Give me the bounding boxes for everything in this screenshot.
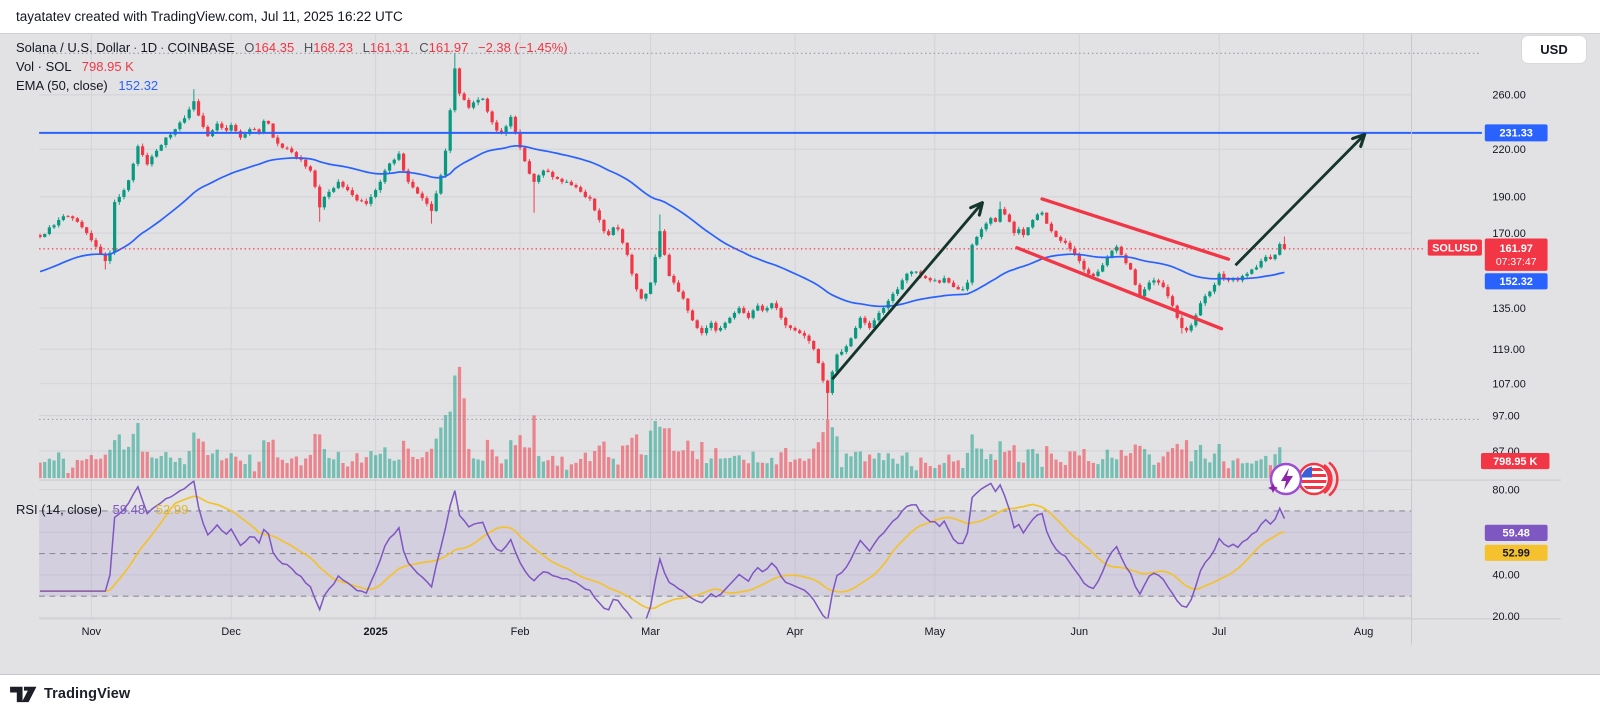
time-axis[interactable]: Nov Dec 2025 Feb Mar Apr May Jun Jul Aug: [82, 626, 1374, 638]
rsi-ma-value: 52.99: [155, 502, 189, 517]
reaction-badges: [1262, 458, 1342, 500]
rsi-line: [40, 480, 1286, 619]
chart-region: 260.00 220.00 190.00 170.00 135.00 119.00 107.…: [0, 33, 1600, 675]
interval-label[interactable]: 1D: [140, 40, 158, 55]
ema-line: [39, 144, 1285, 308]
rsi-axis-label: 59.48: [1484, 524, 1548, 541]
candlestick-series: [39, 52, 1287, 419]
price-tick-label: 135.00: [1492, 303, 1525, 315]
close-value: 161.97: [428, 40, 469, 55]
price-tick-label: 97.00: [1492, 410, 1519, 422]
time-tick-label: May: [925, 626, 946, 638]
price-tick-label: 170.00: [1492, 228, 1525, 240]
price-tick-label: 220.00: [1492, 144, 1525, 156]
svg-text:798.95 K: 798.95 K: [1493, 456, 1537, 468]
time-tick-label: Jul: [1212, 626, 1226, 638]
svg-text:SOLUSD: SOLUSD: [1432, 242, 1478, 254]
trend-arrow-2[interactable]: [1234, 135, 1363, 267]
price-tick-label: 260.00: [1492, 90, 1525, 102]
symbol-legend: Solana / U.S. Dollar · 1D · COINBASE O164.35…: [16, 39, 568, 96]
rsi-legend[interactable]: RSI (14, close) 59.48 52.99: [16, 502, 188, 517]
volume-axis-label: 798.95 K: [1480, 452, 1550, 470]
last-price-label: 161.97 07:37:47: [1484, 238, 1548, 271]
ema-value: 152.32: [118, 78, 159, 93]
price-tick-label: 190.00: [1492, 192, 1525, 204]
chart-canvas[interactable]: 260.00 220.00 190.00 170.00 135.00 119.00 107.…: [0, 34, 1600, 676]
rsi-value: 59.48: [112, 502, 146, 517]
high-key: H: [303, 40, 314, 55]
open-key: O: [244, 40, 255, 55]
ema-key: EMA (50, close): [16, 78, 108, 93]
countdown: 07:37:47: [1496, 257, 1537, 268]
time-tick-label: Apr: [787, 626, 804, 638]
time-tick-label: 2025: [363, 626, 387, 638]
rsi-ma-line: [40, 495, 1285, 610]
price-axis[interactable]: 260.00 220.00 190.00 170.00 135.00 119.00 107.…: [1492, 90, 1525, 623]
time-tick-label: Mar: [641, 626, 660, 638]
time-tick-label: Jun: [1071, 626, 1089, 638]
volume-legend-row[interactable]: Vol · SOL 798.95 K: [16, 58, 568, 76]
last-price-value: 161.97: [1499, 243, 1532, 255]
tradingview-logo-icon: [10, 686, 37, 703]
time-tick-label: Feb: [511, 626, 530, 638]
price-tick-label: 107.00: [1492, 378, 1525, 390]
volume-value: 798.95 K: [81, 59, 134, 74]
ema-price-label: 152.32: [1484, 273, 1548, 290]
rsi-key: RSI (14, close): [16, 502, 102, 517]
change-value: −2.38 (−1.45%): [478, 40, 568, 55]
hline-price-label: 231.33: [1484, 124, 1548, 142]
svg-text:152.32: 152.32: [1499, 276, 1532, 288]
volume-key: Vol · SOL: [16, 59, 72, 74]
high-value: 168.23: [313, 40, 353, 55]
channel-line-lower[interactable]: [1015, 246, 1224, 331]
attribution-text: tayatatev created with TradingView.com, …: [16, 9, 403, 24]
ema-legend-row[interactable]: EMA (50, close) 152.32: [16, 77, 568, 95]
rsi-ma-axis-label: 52.99: [1484, 544, 1548, 561]
currency-toggle-button[interactable]: USD: [1522, 36, 1586, 63]
time-tick-label: Aug: [1354, 626, 1373, 638]
low-value: 161.31: [369, 40, 410, 55]
brand-name: TradingView: [44, 685, 131, 702]
channel-line-upper[interactable]: [1040, 197, 1231, 261]
exchange-label[interactable]: COINBASE: [167, 40, 235, 55]
svg-text:59.48: 59.48: [1503, 528, 1530, 540]
rsi-band: [39, 510, 1412, 597]
symbol-tag-label: SOLUSD: [1427, 239, 1482, 256]
trend-arrow-1[interactable]: [831, 204, 981, 381]
volume-series: [39, 366, 1287, 479]
symbol-legend-row-main[interactable]: Solana / U.S. Dollar · 1D · COINBASE O164.35…: [16, 40, 568, 55]
time-tick-label: Nov: [82, 626, 102, 638]
open-value: 164.35: [254, 40, 295, 55]
symbol-title[interactable]: Solana / U.S. Dollar: [16, 40, 131, 55]
rsi-tick-label: 20.00: [1492, 611, 1519, 623]
svg-text:52.99: 52.99: [1503, 548, 1530, 560]
low-key: L: [362, 40, 370, 55]
svg-text:231.33: 231.33: [1499, 128, 1532, 140]
gridlines: [39, 34, 1412, 619]
close-key: C: [419, 40, 429, 55]
flag-coin-icon: [1297, 461, 1339, 497]
lightning-badge-icon: [1268, 462, 1303, 496]
footer-brand[interactable]: TradingView: [10, 682, 130, 705]
time-tick-label: Dec: [221, 626, 241, 638]
rsi-tick-label: 40.00: [1492, 570, 1519, 582]
price-tick-label: 119.00: [1492, 344, 1525, 356]
rsi-tick-label: 80.00: [1492, 484, 1519, 496]
